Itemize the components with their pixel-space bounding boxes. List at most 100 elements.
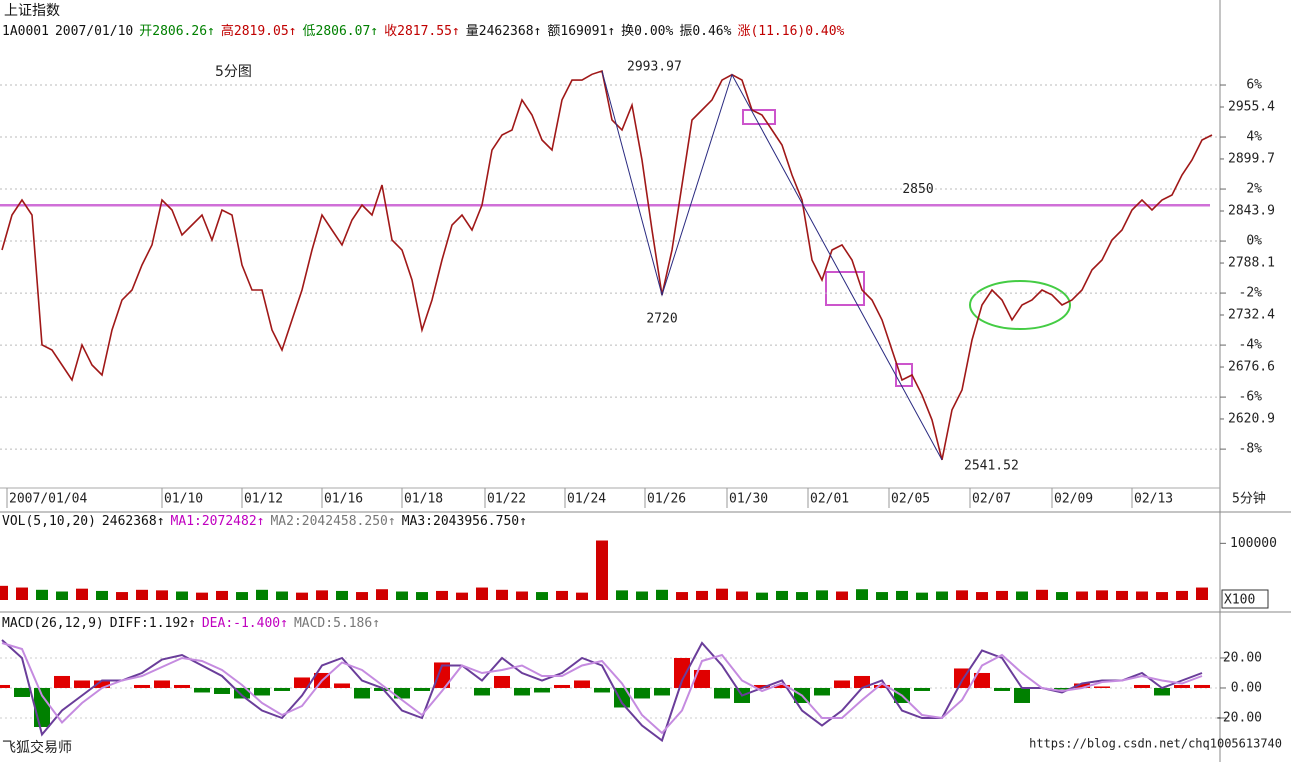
volume-bar [1036, 589, 1048, 600]
volume-bar [476, 587, 488, 600]
volume-bar [896, 590, 908, 600]
volume-bar [736, 591, 748, 600]
volume-bar [296, 592, 308, 600]
macd-bar [354, 687, 370, 699]
header-field: 开2806.26↑ [139, 24, 215, 39]
volume-bar [336, 590, 348, 600]
macd-bar [534, 687, 550, 693]
macd-bar [994, 687, 1010, 691]
header-field: DIFF:1.192↑ [109, 616, 196, 631]
macd-line [1, 639, 1203, 743]
volume-bar [256, 589, 268, 600]
volume-bar [1016, 591, 1028, 600]
macd-bar [94, 680, 110, 688]
volume-bar [956, 590, 968, 600]
quote-header: 1A0001 2007/01/10 开2806.26↑ 高2819.05↑ 低2806.… [2, 20, 850, 39]
unit-label: X100 [1224, 593, 1255, 608]
macd-bar [134, 684, 150, 688]
y-tick-label: 2955.4 [1228, 100, 1275, 115]
header-field: 2007/01/10 [54, 24, 134, 39]
annotation: 2541.52 [964, 458, 1019, 473]
y-tick-label: 20.00 [1223, 650, 1262, 665]
macd-bar [0, 684, 10, 688]
macd-bar [494, 675, 510, 688]
macd-line [1, 642, 1203, 735]
macd-bar [1134, 684, 1150, 688]
volume-bar [636, 591, 648, 600]
volume-bar [16, 587, 28, 600]
y-tick-label: 2732.4 [1228, 307, 1275, 322]
macd-bar [574, 680, 590, 688]
macd-bar [714, 687, 730, 699]
volume-bar [1116, 590, 1128, 600]
macd-bar [974, 672, 990, 688]
volume-bar [776, 590, 788, 600]
macd-bar [694, 669, 710, 688]
volume-bar [856, 589, 868, 600]
macd-bar [1014, 687, 1030, 703]
volume-bar [996, 590, 1008, 600]
annotation: 5分图 [215, 64, 252, 80]
volume-bar [1156, 592, 1168, 600]
x-tick-label: 2007/01/04 [9, 492, 87, 507]
volume-bar [976, 592, 988, 600]
volume-bar [56, 591, 68, 600]
x-tick-label: 01/18 [404, 492, 443, 507]
x-tick-label: 01/24 [567, 492, 606, 507]
volume-bar [396, 591, 408, 600]
y-tick-label: 2899.7 [1228, 151, 1275, 166]
volume-bar [936, 591, 948, 600]
volume-bar [496, 589, 508, 600]
volume-bar [376, 589, 388, 600]
volume-bar [756, 592, 768, 600]
price-line [1, 69, 1213, 461]
macd-bar [274, 687, 290, 691]
header-field: VOL(5,10,20) [2, 514, 96, 529]
macd-bar [414, 687, 430, 691]
macd-bar [874, 684, 890, 688]
y2-tick-label: 4% [1246, 130, 1262, 145]
header-field: 量2462368↑ [465, 24, 542, 39]
volume-bar [576, 592, 588, 600]
header-field: 2462368↑ [101, 514, 165, 529]
macd-bar [254, 687, 270, 696]
macd-bar [1194, 684, 1210, 688]
volume-bar [1176, 590, 1188, 600]
macd-bar [914, 687, 930, 691]
macd-bar [334, 683, 350, 688]
y2-tick-label: 0% [1246, 234, 1262, 249]
volume-bar [136, 589, 148, 600]
header-field: 涨(11.16)0.40% [737, 24, 845, 39]
macd-bar [234, 687, 250, 699]
y2-tick-label: -2% [1239, 286, 1263, 301]
x-tick-label: 02/01 [810, 492, 849, 507]
macd-bar [774, 684, 790, 688]
volume-bar [316, 590, 328, 600]
macd-bar [854, 675, 870, 688]
macd-bar [814, 687, 830, 696]
volume-bar [816, 590, 828, 600]
header-field: DEA:-1.400↑ [201, 616, 288, 631]
x-tick-label: 01/22 [487, 492, 526, 507]
header-field: MACD:5.186↑ [293, 616, 381, 631]
macd-bar [54, 675, 70, 688]
header-field: 低2806.07↑ [302, 24, 379, 39]
y-tick-label: 2788.1 [1228, 256, 1275, 271]
annotation: 2720 [646, 311, 677, 326]
chart-title: 上证指数 [4, 3, 60, 19]
volume-bar [596, 540, 608, 600]
header-field: MA3:2043956.750↑ [401, 514, 527, 529]
header-field: 额169091↑ [547, 24, 616, 39]
trend-line [601, 70, 943, 461]
y2-tick-label: 2% [1246, 182, 1262, 197]
volume-bar [556, 590, 568, 600]
y-tick-label: 2620.9 [1228, 411, 1275, 426]
volume-bar [216, 590, 228, 600]
macd-bar [74, 680, 90, 688]
macd-bar [654, 687, 670, 696]
volume-bar [876, 592, 888, 600]
volume-bar [36, 589, 48, 600]
volume-bar [176, 591, 188, 600]
